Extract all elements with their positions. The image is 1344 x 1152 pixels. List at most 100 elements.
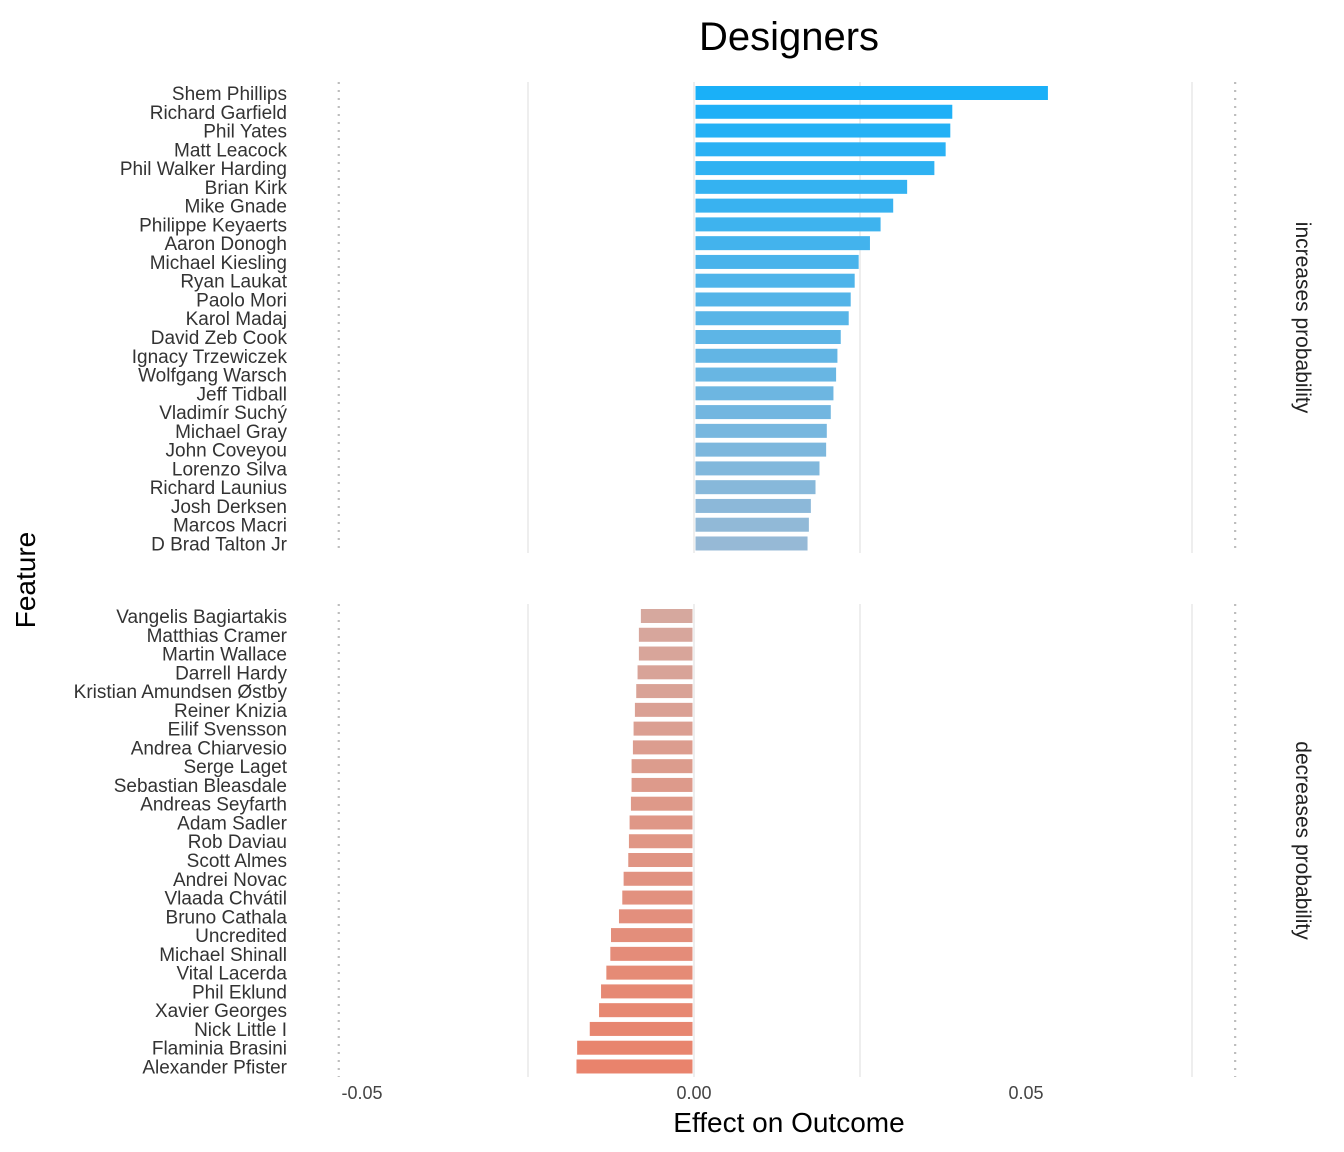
category-label: Uncredited bbox=[195, 926, 287, 947]
bar bbox=[631, 759, 693, 774]
bar bbox=[695, 517, 809, 532]
bar bbox=[695, 179, 908, 194]
bar bbox=[633, 721, 693, 736]
category-label: Marcos Macri bbox=[173, 516, 287, 537]
bar bbox=[634, 702, 693, 717]
bar bbox=[695, 461, 820, 476]
category-label: D Brad Talton Jr bbox=[151, 534, 288, 555]
gridlines bbox=[337, 82, 1237, 1077]
bar bbox=[695, 273, 855, 288]
category-label: Josh Derksen bbox=[171, 497, 287, 518]
category-label: Michael Gray bbox=[175, 422, 287, 443]
category-label: Adam Sadler bbox=[177, 813, 288, 834]
category-label: Kristian Amundsen Østby bbox=[74, 682, 288, 703]
bar bbox=[632, 740, 693, 755]
category-label: Bruno Cathala bbox=[166, 907, 288, 928]
bar bbox=[630, 796, 693, 811]
bar bbox=[606, 965, 693, 980]
category-label: Phil Yates bbox=[203, 122, 287, 143]
bar bbox=[695, 498, 811, 513]
bar bbox=[628, 834, 693, 849]
category-label: Flaminia Brasini bbox=[152, 1039, 287, 1060]
bar bbox=[695, 386, 834, 401]
category-label: Andrea Chiarvesio bbox=[131, 738, 287, 759]
x-axis-title: Effect on Outcome bbox=[673, 1107, 904, 1138]
bar bbox=[695, 367, 837, 382]
category-label: Mike Gnade bbox=[185, 197, 287, 218]
category-label: Scott Almes bbox=[187, 851, 287, 872]
bar bbox=[599, 1003, 693, 1018]
category-label: Xavier Georges bbox=[155, 1001, 287, 1022]
category-label: Phil Walker Harding bbox=[120, 159, 287, 180]
facet-strip-label: decreases probability bbox=[1291, 741, 1314, 940]
bar bbox=[637, 665, 693, 680]
category-label: Rob Daviau bbox=[188, 832, 287, 853]
category-label: Sebastian Bleasdale bbox=[114, 776, 287, 797]
bar bbox=[695, 330, 841, 345]
x-ticks: -0.05 0.00 0.05 bbox=[341, 1083, 1043, 1103]
bar bbox=[695, 311, 849, 326]
y-axis-title: Feature bbox=[10, 532, 41, 629]
bar bbox=[576, 1059, 693, 1074]
bar bbox=[618, 909, 693, 924]
bar bbox=[629, 815, 693, 830]
category-label: Ryan Laukat bbox=[180, 272, 287, 293]
bar bbox=[695, 86, 1048, 100]
bar bbox=[695, 292, 851, 307]
category-label: Andrei Novac bbox=[173, 870, 287, 891]
category-label: Vlaada Chvátil bbox=[164, 889, 287, 910]
category-label: Serge Laget bbox=[183, 757, 287, 778]
category-label: Richard Launius bbox=[150, 478, 287, 499]
category-label: Shem Phillips bbox=[172, 84, 287, 105]
bar bbox=[610, 946, 693, 961]
category-label: Eilif Svensson bbox=[168, 720, 287, 741]
bar bbox=[601, 984, 693, 999]
bar bbox=[640, 609, 693, 623]
category-label: Wolfgang Warsch bbox=[138, 366, 287, 387]
category-label: Matt Leacock bbox=[174, 140, 287, 161]
bar bbox=[638, 646, 693, 661]
category-label: Brian Kirk bbox=[205, 178, 288, 199]
category-label: Jeff Tidball bbox=[197, 384, 287, 405]
category-label: Paolo Mori bbox=[196, 290, 287, 311]
category-label: David Zeb Cook bbox=[151, 328, 288, 349]
bar bbox=[695, 161, 935, 176]
category-label: Andreas Seyfarth bbox=[140, 795, 287, 816]
bar bbox=[695, 536, 808, 551]
bar bbox=[628, 853, 693, 868]
bars bbox=[576, 86, 1048, 1074]
bar bbox=[695, 236, 870, 251]
bar bbox=[623, 871, 693, 886]
bar bbox=[631, 777, 693, 792]
bar bbox=[695, 423, 827, 438]
category-label: Philippe Keyaerts bbox=[139, 215, 287, 236]
category-label: Vital Lacerda bbox=[176, 964, 287, 985]
category-label: Reiner Knizia bbox=[174, 701, 287, 722]
bar bbox=[577, 1040, 693, 1055]
facet-strips: increases probability decreases probabili… bbox=[1291, 222, 1314, 940]
bar bbox=[695, 405, 831, 420]
bar bbox=[695, 480, 816, 495]
category-label: Phil Eklund bbox=[192, 982, 287, 1003]
bar bbox=[611, 928, 693, 943]
category-label: Vladimír Suchý bbox=[159, 403, 287, 424]
category-label: Vangelis Bagiartakis bbox=[116, 607, 287, 628]
category-label: John Coveyou bbox=[166, 441, 287, 462]
bar bbox=[695, 348, 838, 363]
category-label: Karol Madaj bbox=[186, 309, 287, 330]
bar bbox=[695, 254, 859, 269]
bar bbox=[622, 890, 693, 905]
bar bbox=[695, 104, 953, 119]
chart-title: Designers bbox=[699, 15, 879, 59]
bar bbox=[695, 198, 894, 213]
bar bbox=[695, 442, 827, 457]
bar bbox=[636, 684, 693, 699]
category-label: Martin Wallace bbox=[162, 645, 287, 666]
category-label: Darrell Hardy bbox=[175, 663, 287, 684]
category-label: Matthias Cramer bbox=[147, 626, 288, 647]
category-label: Michael Kiesling bbox=[150, 253, 287, 274]
category-label: Richard Garfield bbox=[150, 103, 287, 124]
x-tick-label: -0.05 bbox=[341, 1083, 382, 1103]
bar bbox=[589, 1021, 693, 1036]
